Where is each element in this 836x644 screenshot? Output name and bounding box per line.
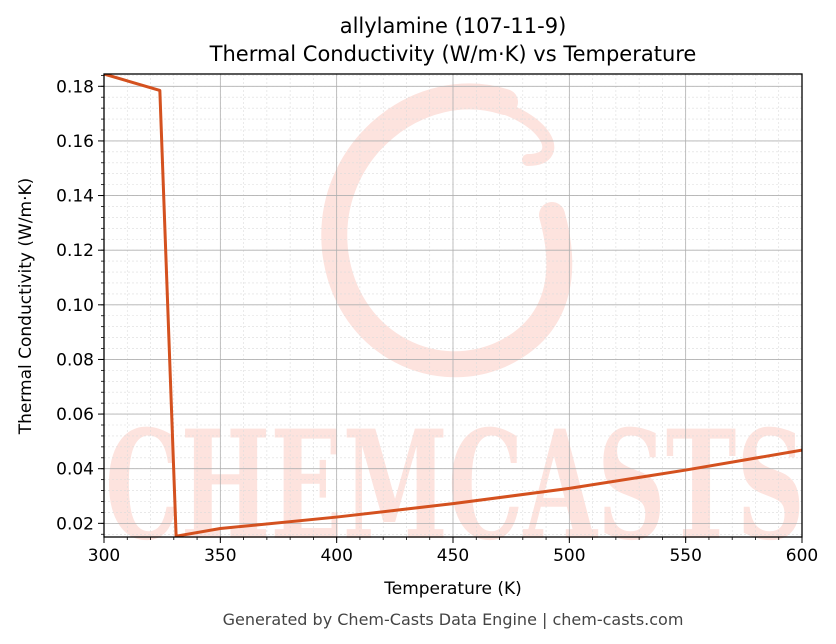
watermark-logo-swirl	[321, 83, 573, 378]
watermark: CHEMCASTS	[105, 83, 805, 574]
y-axis-label: Thermal Conductivity (W/m·K)	[16, 178, 36, 436]
chart-title-line-2: Thermal Conductivity (W/m·K) vs Temperat…	[209, 42, 697, 66]
y-tick-label: 0.02	[56, 514, 94, 534]
y-tick-label: 0.16	[56, 132, 94, 152]
series-line	[104, 74, 802, 537]
y-tick-label: 0.18	[56, 77, 94, 97]
footer-credit: Generated by Chem-Casts Data Engine | ch…	[223, 610, 684, 629]
x-axis-ticks: 300 350 400 450 500 550 600	[88, 537, 818, 566]
watermark-text: CHEMCASTS	[105, 398, 805, 574]
y-tick-label: 0.06	[56, 405, 94, 425]
x-tick-label: 500	[553, 546, 585, 566]
y-tick-label: 0.04	[56, 460, 94, 480]
y-axis-ticks: 0.02 0.04 0.06 0.08 0.10 0.12 0.14 0.16 0.18	[56, 74, 104, 535]
x-tick-label: 600	[786, 546, 818, 566]
x-axis-label: Temperature (K)	[383, 579, 522, 599]
x-tick-label: 300	[88, 546, 120, 566]
x-tick-label: 450	[437, 546, 469, 566]
series-layer	[104, 74, 802, 537]
x-tick-label: 550	[669, 546, 701, 566]
x-tick-label: 350	[204, 546, 236, 566]
y-tick-label: 0.10	[56, 296, 94, 316]
y-tick-label: 0.08	[56, 350, 94, 370]
y-tick-label: 0.12	[56, 241, 94, 261]
chart-title-line-1: allylamine (107-11-9)	[340, 14, 567, 38]
y-tick-label: 0.14	[56, 187, 94, 207]
x-tick-label: 400	[320, 546, 352, 566]
